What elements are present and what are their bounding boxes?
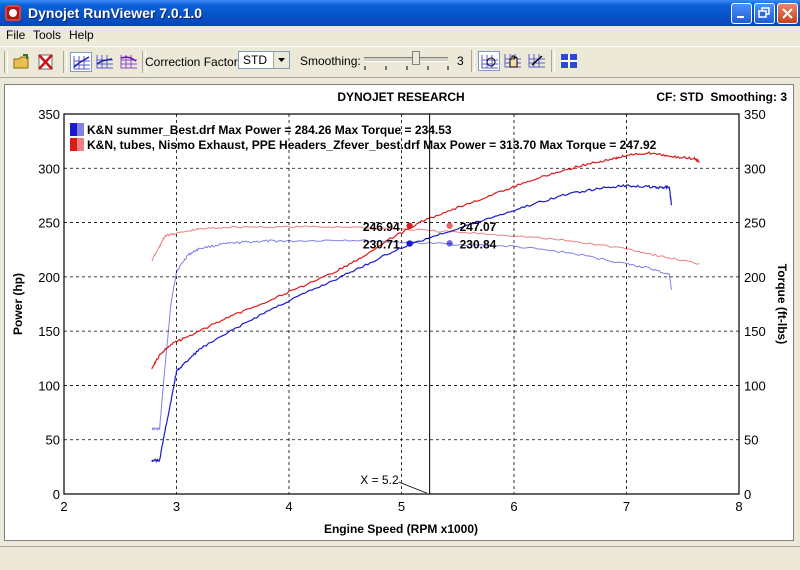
legend-entry: K&N summer_Best.drf Max Power = 284.26 M… bbox=[87, 123, 452, 137]
y2-tick-label: 200 bbox=[744, 270, 766, 285]
pan-hand-icon[interactable] bbox=[502, 51, 524, 71]
x-tick-label: 8 bbox=[735, 499, 742, 514]
legend-swatch bbox=[70, 123, 77, 136]
menu-help[interactable]: Help bbox=[69, 28, 94, 42]
cursor-marker bbox=[406, 222, 413, 230]
smoothing-slider-thumb[interactable] bbox=[412, 51, 420, 65]
power-line bbox=[151, 184, 673, 464]
close-button[interactable] bbox=[777, 3, 798, 24]
chart-title: DYNOJET RESEARCH bbox=[337, 90, 464, 104]
app-icon bbox=[5, 5, 21, 21]
window-title: Dynojet RunViewer 7.0.1.0 bbox=[28, 5, 203, 21]
restore-icon bbox=[758, 7, 770, 18]
y2-axis-label: Torque (ft-lbs) bbox=[775, 264, 789, 344]
toolbar: Correction Factor: bbox=[0, 46, 800, 78]
chart-status: CF: STD Smoothing: 3 bbox=[656, 90, 787, 104]
smoothing-value: 3 bbox=[457, 54, 464, 68]
y-tick-label: 100 bbox=[38, 378, 60, 393]
run-grid-icon[interactable] bbox=[558, 51, 580, 71]
open-file-icon[interactable] bbox=[11, 52, 33, 72]
y2-tick-label: 350 bbox=[744, 107, 766, 122]
toolbar-separator bbox=[551, 50, 555, 72]
menu-bar: File Tools Help bbox=[0, 26, 800, 45]
y2-tick-label: 150 bbox=[744, 324, 766, 339]
plot-area bbox=[63, 113, 740, 495]
title-bar: Dynojet RunViewer 7.0.1.0 bbox=[0, 0, 800, 26]
chart-legend: K&N summer_Best.drf Max Power = 284.26 M… bbox=[70, 123, 657, 152]
zoom-icon[interactable] bbox=[478, 51, 500, 71]
y-tick-label: 0 bbox=[53, 487, 60, 502]
legend-entry: K&N, tubes, Nismo Exhaust, PPE Headers_Z… bbox=[87, 138, 657, 152]
minimize-button[interactable] bbox=[731, 3, 752, 24]
y2-tick-label: 0 bbox=[744, 487, 751, 502]
graph-power-icon[interactable] bbox=[94, 52, 116, 72]
dropdown-button[interactable] bbox=[273, 52, 289, 68]
close-icon bbox=[782, 8, 793, 19]
y2-tick-label: 50 bbox=[744, 433, 758, 448]
legend-swatch bbox=[77, 123, 84, 136]
torque-line bbox=[151, 239, 672, 432]
remove-run-icon[interactable] bbox=[35, 52, 57, 72]
legend-swatch bbox=[70, 138, 77, 151]
correction-factor-value: STD bbox=[243, 53, 267, 67]
graph-torque-icon[interactable] bbox=[118, 52, 140, 72]
toolbar-grip bbox=[4, 51, 8, 73]
x-tick-label: 6 bbox=[510, 499, 517, 514]
menu-file[interactable]: File bbox=[6, 28, 26, 42]
cursor-value-left: 230.71 bbox=[363, 238, 400, 252]
x-tick-label: 5 bbox=[398, 499, 405, 514]
cursor-marker bbox=[406, 240, 413, 247]
legend-swatch bbox=[77, 138, 84, 151]
smoothing-label: Smoothing: bbox=[300, 54, 361, 68]
chart-grid bbox=[64, 114, 739, 494]
torque-line bbox=[151, 225, 700, 265]
graph-power-torque-icon[interactable] bbox=[70, 52, 92, 72]
y-tick-label: 50 bbox=[46, 433, 60, 448]
chevron-down-icon bbox=[278, 58, 285, 62]
minimize-icon bbox=[737, 16, 744, 18]
restore-button[interactable] bbox=[754, 3, 775, 24]
chart-cursor[interactable]: X = 5.2 246.94 247.07 230.71 230.84 bbox=[360, 114, 497, 494]
y2-tick-label: 250 bbox=[744, 216, 766, 231]
y-tick-label: 150 bbox=[38, 324, 60, 339]
cursor-marker bbox=[446, 222, 453, 229]
toolbar-separator bbox=[142, 51, 146, 73]
cursor-value-right: 230.84 bbox=[460, 237, 497, 251]
chart-curves bbox=[151, 151, 700, 464]
cursor-value-left: 246.94 bbox=[363, 220, 400, 234]
slider-ticks bbox=[364, 66, 449, 70]
y-axis-label: Power (hp) bbox=[11, 273, 25, 335]
y-tick-label: 200 bbox=[38, 270, 60, 285]
correction-factor-label: Correction Factor: bbox=[145, 55, 242, 69]
y2-tick-label: 100 bbox=[744, 378, 766, 393]
chart-panel: 2 3 4 5 6 7 8 0 0 50 50 100 100 150 150 200 200 250 250 300… bbox=[4, 84, 794, 541]
x-tick-label: 2 bbox=[60, 499, 67, 514]
y-tick-label: 300 bbox=[38, 161, 60, 176]
toolbar-separator bbox=[471, 50, 475, 72]
y-tick-label: 350 bbox=[38, 107, 60, 122]
x-axis-label: Engine Speed (RPM x1000) bbox=[324, 522, 478, 536]
cursor-value-right: 247.07 bbox=[460, 220, 497, 234]
y-tick-label: 250 bbox=[38, 216, 60, 231]
cursor-pointer bbox=[398, 481, 427, 494]
x-tick-label: 3 bbox=[173, 499, 180, 514]
x-tick-label: 4 bbox=[285, 499, 292, 514]
menu-tools[interactable]: Tools bbox=[33, 28, 62, 42]
cursor-x-readout: X = 5.2 bbox=[360, 473, 399, 487]
smoothing-slider-track[interactable] bbox=[364, 57, 448, 62]
status-bar bbox=[0, 546, 800, 570]
x-tick-label: 7 bbox=[623, 499, 630, 514]
toolbar-separator bbox=[63, 51, 67, 73]
y2-tick-label: 300 bbox=[744, 161, 766, 176]
cursor-marker bbox=[446, 240, 453, 247]
correction-factor-select[interactable]: STD bbox=[238, 51, 290, 69]
power-line bbox=[151, 151, 700, 370]
cursor-tool-icon[interactable] bbox=[526, 51, 548, 71]
